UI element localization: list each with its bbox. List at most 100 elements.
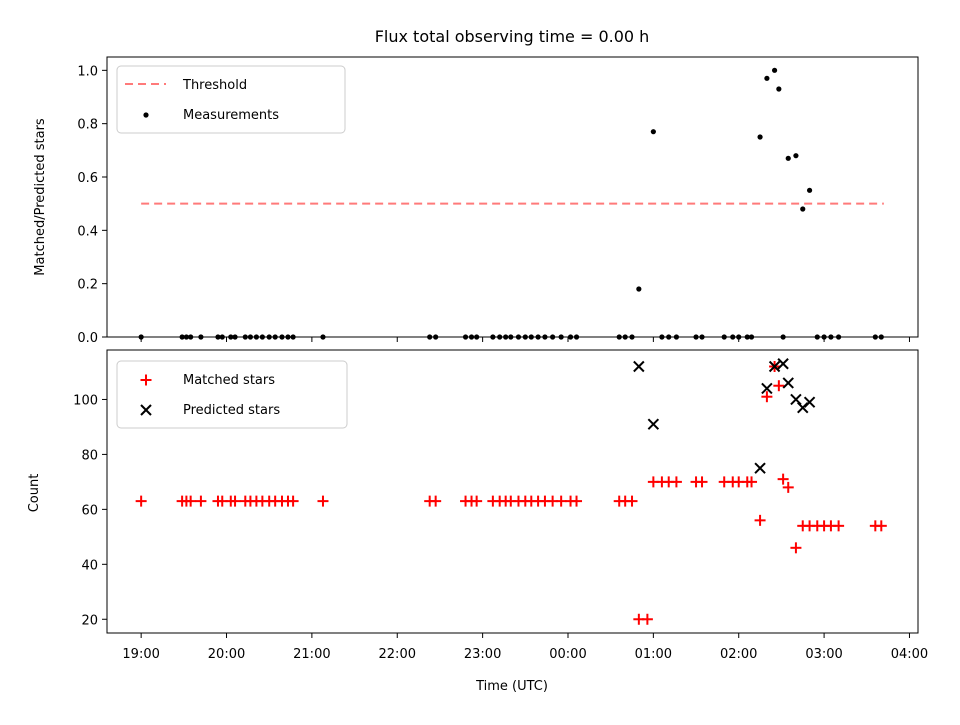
measurement-point xyxy=(721,334,727,340)
matched-point xyxy=(229,495,241,507)
cross-stroke-b xyxy=(768,360,781,373)
measurement-point xyxy=(497,334,503,340)
cross-stroke-b xyxy=(140,404,152,416)
measurement-point xyxy=(776,86,782,92)
measurement-point xyxy=(183,334,189,340)
measurement-point xyxy=(490,334,496,340)
matched-point xyxy=(746,476,758,488)
matched-point xyxy=(754,514,766,526)
x-tick-label: 23:00 xyxy=(464,647,501,662)
bottom-axes-frame xyxy=(106,349,919,634)
bottom-y-tick-label: 20 xyxy=(81,613,98,628)
matched-point xyxy=(761,391,773,403)
top-legend-box xyxy=(116,65,346,134)
x-tick-label: 20:00 xyxy=(208,647,245,662)
matched-point xyxy=(185,495,197,507)
predicted-point xyxy=(647,418,660,430)
measurement-point xyxy=(179,334,185,340)
measurement-point xyxy=(806,187,813,193)
top-legend: Threshold Measurements xyxy=(116,65,346,134)
measurement-point xyxy=(427,334,433,340)
measurement-point xyxy=(503,334,509,340)
measurement-point xyxy=(219,334,225,340)
predicted-point xyxy=(633,360,645,373)
measurement-point xyxy=(259,334,265,340)
measurement-point xyxy=(188,334,194,340)
measurement-point xyxy=(616,334,622,340)
measurement-point xyxy=(878,334,884,340)
top-y-tick-label: 0.6 xyxy=(77,171,98,186)
top-y-tick-label: 0.8 xyxy=(77,118,98,133)
matched-point xyxy=(875,520,887,532)
matched-point xyxy=(430,495,442,507)
matched-point xyxy=(790,542,802,554)
measurement-point xyxy=(629,334,635,340)
cross-stroke-b xyxy=(803,396,816,408)
legend-measurement-marker xyxy=(143,112,149,118)
measurement-point xyxy=(198,334,204,340)
legend-matched-marker xyxy=(140,374,152,386)
measurement-point xyxy=(793,153,799,159)
top-y-tick-label: 0.2 xyxy=(77,278,98,293)
measurement-point xyxy=(266,334,272,340)
measurement-point xyxy=(474,334,480,340)
cross-stroke-b xyxy=(633,360,645,373)
matched-point xyxy=(777,473,789,485)
matched-point xyxy=(135,495,147,507)
measurement-point xyxy=(659,334,665,340)
measurement-point xyxy=(771,67,778,73)
bottom-y-axis-label: Count xyxy=(27,474,42,513)
bottom-y-ticks: 20 40 60 80 100 xyxy=(73,393,107,628)
measurement-point xyxy=(699,334,705,340)
cross-stroke-b xyxy=(777,358,789,370)
measurement-point xyxy=(650,129,656,135)
bottom-y-tick-label: 60 xyxy=(81,503,98,518)
measurement-point xyxy=(550,334,556,340)
measurement-point xyxy=(242,334,248,340)
measurement-point xyxy=(253,334,259,340)
measurement-point xyxy=(693,334,699,340)
legend-matched-glyph xyxy=(140,374,152,386)
x-tick-label: 02:00 xyxy=(720,647,757,662)
chart-title: Flux total observing time = 0.00 h xyxy=(375,27,650,46)
matched-point xyxy=(833,520,845,532)
predicted-points xyxy=(633,358,816,474)
measurement-points xyxy=(138,67,884,340)
measurement-point xyxy=(673,334,680,340)
x-tick-label: 04:00 xyxy=(891,647,928,662)
measurement-point xyxy=(232,334,238,340)
top-y-ticks: 0.0 0.2 0.4 0.6 0.8 1.0 xyxy=(77,64,107,346)
measurement-point xyxy=(780,334,786,340)
measurement-point xyxy=(558,334,564,340)
cross-stroke-b xyxy=(754,462,766,474)
measurement-point xyxy=(522,334,528,340)
cross-stroke-b xyxy=(790,393,802,406)
measurement-point xyxy=(744,334,750,340)
bottom-y-tick-label: 40 xyxy=(81,558,98,573)
bottom-legend: Matched stars Predicted stars xyxy=(116,360,348,429)
legend-measurement-label: Measurements xyxy=(183,108,279,123)
bottom-y-tick-label: 80 xyxy=(81,448,98,463)
top-y-tick-label: 0.0 xyxy=(77,331,98,346)
measurement-point xyxy=(800,206,806,212)
legend-matched-label: Matched stars xyxy=(183,373,275,388)
top-y-tick-label: 0.4 xyxy=(77,224,98,239)
matched-point xyxy=(555,495,567,507)
bottom-panel: 20 40 60 80 100 19:00 20:00 21:00 22:00 23:00 00:… xyxy=(27,349,928,694)
matched-points xyxy=(135,360,887,625)
legend-predicted-glyph xyxy=(140,404,152,416)
x-tick-label: 21:00 xyxy=(293,647,330,662)
measurement-point xyxy=(272,334,278,340)
bottom-x-ticks: 19:00 20:00 21:00 22:00 23:00 00:00 01:00 02:00… xyxy=(122,633,928,662)
bottom-legend-box xyxy=(116,360,348,429)
top-y-tick-label: 1.0 xyxy=(77,64,98,79)
x-tick-label: 01:00 xyxy=(635,647,672,662)
bottom-y-tick-label: 100 xyxy=(73,393,98,408)
measurement-point xyxy=(515,334,522,340)
measurement-point xyxy=(279,334,285,340)
x-tick-label: 22:00 xyxy=(379,647,416,662)
matched-point xyxy=(696,476,708,488)
matched-point xyxy=(773,380,785,392)
measurement-point xyxy=(320,334,326,340)
legend-threshold-label: Threshold xyxy=(182,78,247,93)
